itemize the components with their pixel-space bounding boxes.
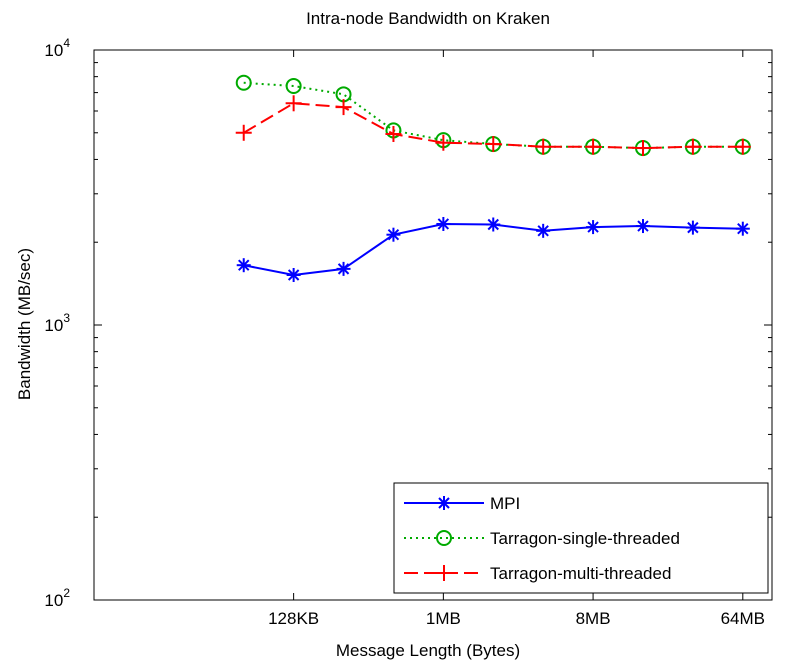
data-point: [734, 138, 751, 155]
data-point: [684, 138, 701, 155]
chart-title: Intra-node Bandwidth on Kraken: [306, 9, 550, 28]
legend-label: Tarragon-single-threaded: [490, 529, 680, 548]
x-tick-label: 8MB: [576, 609, 611, 628]
data-point: [435, 134, 452, 151]
data-point: [486, 217, 501, 232]
data-point: [535, 138, 552, 155]
x-tick-label: 128KB: [268, 609, 319, 628]
legend-box: [393, 482, 769, 594]
data-point: [436, 216, 451, 231]
data-point: [485, 136, 502, 153]
data-point: [635, 219, 650, 234]
y-tick-base: 10: [44, 591, 63, 610]
legend-marker: [436, 530, 452, 546]
data-point: [585, 138, 602, 155]
x-axis-label: Message Length (Bytes): [336, 641, 520, 660]
data-point: [586, 220, 601, 235]
legend-item: MPI: [404, 494, 520, 513]
data-point: [336, 261, 351, 276]
legend-marker: [436, 565, 452, 581]
data-point: [285, 77, 302, 94]
y-tick-exponent: 3: [63, 311, 70, 325]
y-tick-exponent: 2: [63, 586, 70, 600]
data-point: [285, 95, 302, 112]
legend-item: Tarragon-single-threaded: [404, 529, 680, 548]
data-point: [235, 74, 252, 91]
legend-marker: [437, 496, 451, 510]
x-tick-label: 1MB: [426, 609, 461, 628]
legend-item: Tarragon-multi-threaded: [404, 564, 671, 583]
y-tick-label: 104: [44, 36, 70, 60]
y-axis-label: Bandwidth (MB/sec): [15, 248, 34, 400]
series-plus: [235, 95, 751, 157]
series-asterisk: [236, 216, 750, 282]
y-tick-base: 10: [44, 41, 63, 60]
data-point: [236, 258, 251, 273]
x-tick-label: 64MB: [721, 609, 765, 628]
x-axis: 128KB 1MB 8MB 64MB: [268, 50, 765, 628]
data-point: [335, 99, 352, 116]
data-point: [235, 124, 252, 141]
data-point: [286, 267, 301, 282]
y-tick-exponent: 4: [63, 36, 70, 50]
data-point: [685, 220, 700, 235]
data-point: [386, 227, 401, 242]
data-point: [735, 221, 750, 236]
legend-label: Tarragon-multi-threaded: [490, 564, 671, 583]
legend: MPI Tarragon-single-threaded Tarragon-mult…: [393, 482, 769, 594]
data-point: [536, 223, 551, 238]
y-tick-base: 10: [44, 316, 63, 335]
series-layer: [235, 74, 751, 282]
data-point: [385, 125, 402, 142]
legend-label: MPI: [490, 494, 520, 513]
data-point: [634, 140, 651, 157]
y-tick-label: 102: [44, 586, 70, 610]
y-tick-label: 103: [44, 311, 70, 335]
